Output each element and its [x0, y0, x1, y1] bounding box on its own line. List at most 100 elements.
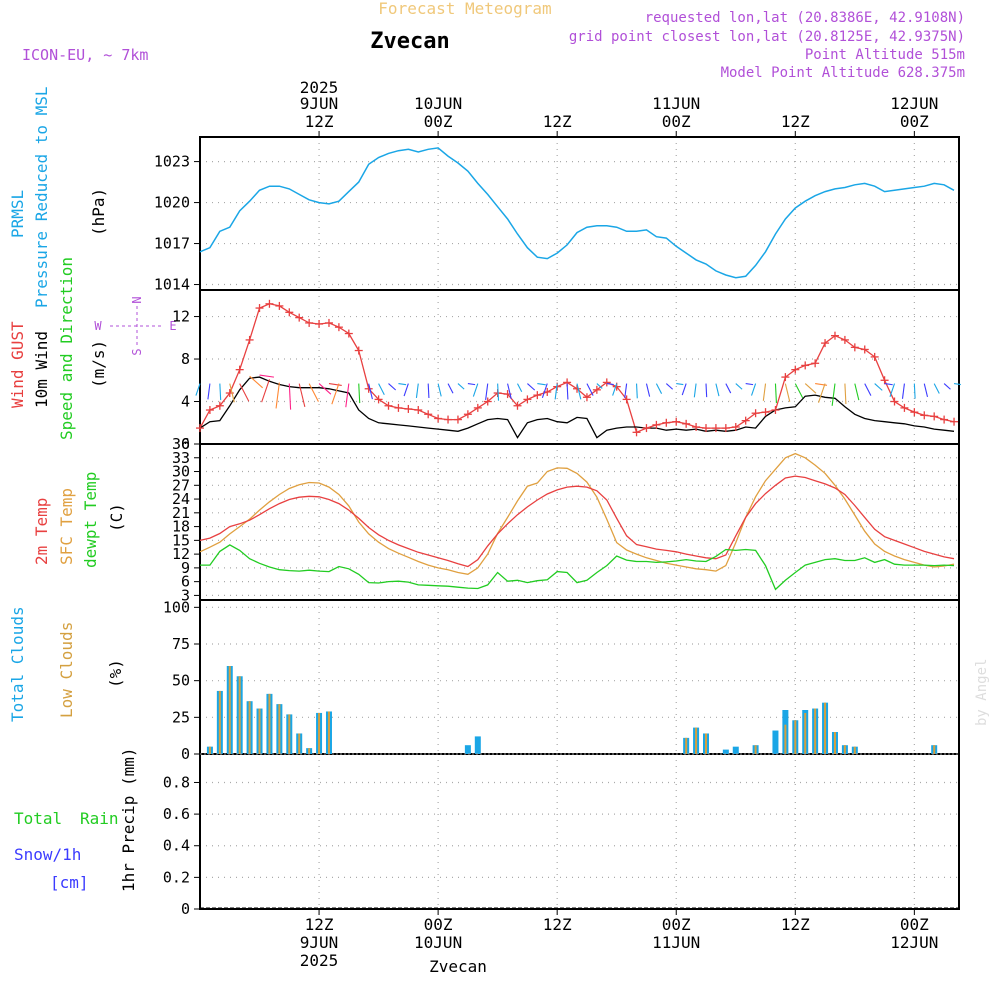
ytick-label: 12	[172, 545, 190, 563]
total-cloud-bar	[722, 749, 729, 754]
time-label-bottom: 00Z	[424, 915, 453, 934]
pressure-line	[199, 147, 955, 279]
wind-labels: Wind GUST 10m Wind Speed and Direction (…	[8, 257, 108, 440]
gridpoint-coords: grid point closest lon,lat (20.8125E, 42…	[569, 29, 965, 45]
low-cloud-bar	[248, 701, 251, 754]
wind-arrow	[693, 383, 697, 398]
wind-arrow	[794, 383, 804, 399]
wind-arrow	[437, 383, 442, 397]
station-name: Zvecan	[370, 29, 449, 54]
wind-arrow	[219, 383, 222, 401]
time-label-top: 12Z	[781, 112, 810, 131]
wind-arrow	[261, 379, 270, 403]
wind-arrow	[378, 383, 385, 395]
prmsl-label-long: Pressure Reduced to MSL	[32, 86, 51, 308]
wind-arrow	[864, 383, 872, 396]
wind-arrow	[195, 383, 201, 396]
wind-arrow	[681, 383, 687, 396]
time-label-bottom: 12JUN	[890, 933, 938, 952]
wind-arrow	[606, 383, 614, 386]
wind-arrow	[517, 383, 523, 393]
low-cloud-bar	[298, 733, 301, 754]
compass-s: S	[130, 348, 144, 355]
wind-arrow	[665, 383, 674, 390]
wind-arrow	[745, 383, 754, 386]
ytick-label: 1023	[154, 153, 190, 171]
wind-arrow	[259, 374, 275, 378]
wind-arrow	[844, 383, 847, 405]
prmsl-label: PRMSL	[8, 190, 27, 238]
wind-arrow	[485, 383, 489, 401]
panel-frame	[199, 443, 960, 601]
wind-arrow	[207, 383, 211, 400]
wind-arrow	[358, 383, 361, 404]
ytick-label: 8	[181, 350, 190, 368]
snow-label: Snow/1h	[14, 845, 81, 864]
wind-arrow	[854, 383, 860, 401]
ytick-label: 50	[172, 672, 190, 690]
sfc-temp-label: SFC Temp	[57, 488, 76, 565]
dewpt-label: dewpt Temp	[81, 472, 100, 568]
ytick-label: 0.8	[163, 773, 190, 791]
low-cloud-bar	[228, 666, 231, 754]
wind-arrow	[831, 383, 836, 406]
ytick-label: 24	[172, 490, 190, 508]
time-label-bottom: 12Z	[305, 915, 334, 934]
model-point-altitude: Model Point Altitude 628.375m	[721, 65, 965, 81]
temp2m-label: 2m Temp	[32, 498, 51, 565]
wind-arrow	[705, 383, 708, 398]
wind-arrow	[345, 383, 350, 408]
wind-arrow	[554, 383, 558, 400]
watermark: by Angel	[974, 659, 990, 726]
wind-arrow	[566, 383, 569, 400]
ytick-label: 21	[172, 504, 190, 522]
compass-rose: N S W E	[94, 296, 176, 355]
time-label-top: 10JUN	[414, 94, 462, 113]
prmsl-unit: (hPa)	[89, 188, 108, 236]
cloud-labels: Total Clouds Low Clouds (%)	[8, 606, 125, 722]
time-label-top: 12Z	[543, 112, 572, 131]
low-cloud-bar	[685, 737, 688, 754]
time-label-bottom: 12Z	[781, 915, 810, 934]
low-cloud-bar	[208, 746, 211, 754]
wind-arrow	[624, 383, 628, 398]
low-cloud-bar	[804, 712, 807, 754]
wind-arrow	[427, 383, 430, 399]
panel-frame	[199, 136, 960, 291]
dewpt-line	[200, 544, 955, 591]
wind-arrow	[527, 383, 536, 391]
total-cloud-label: Total Clouds	[8, 606, 27, 722]
ytick-label: 0.4	[163, 837, 190, 855]
panel-precip: 0 0.2 0.4 0.6 0.8	[163, 753, 960, 918]
ytick-label: 0	[181, 900, 190, 918]
temp-unit: (C)	[107, 503, 126, 532]
wind-arrow	[229, 383, 235, 403]
low-cloud-label: Low Clouds	[57, 622, 76, 718]
wind-arrow	[884, 383, 893, 386]
wind-arrow	[541, 383, 548, 398]
wind-arrow	[725, 383, 732, 394]
point-altitude: Point Altitude 515m	[805, 47, 965, 63]
wind-arrow	[612, 383, 618, 396]
low-cloud-bar	[784, 724, 787, 754]
low-cloud-bar	[814, 708, 817, 754]
wind-arrow	[635, 383, 638, 399]
time-label-top: 2025	[300, 78, 339, 97]
time-label-top: 00Z	[900, 112, 929, 131]
panel-prmsl: 1014 1017 1020 1023	[154, 136, 960, 294]
sfc-temp-line	[199, 452, 955, 575]
low-cloud-bar	[318, 712, 321, 754]
ytick-label: 18	[172, 518, 190, 536]
ytick-label: 0.2	[163, 868, 190, 886]
wind-arrow	[472, 383, 479, 397]
total-cloud-bar	[464, 745, 471, 754]
ytick-label: 6	[181, 573, 190, 591]
wind-arrow	[249, 375, 264, 389]
low-cloud-bar	[824, 702, 827, 754]
panel-frame	[199, 599, 960, 755]
low-cloud-bar	[933, 745, 936, 754]
low-cloud-bar	[258, 708, 261, 754]
